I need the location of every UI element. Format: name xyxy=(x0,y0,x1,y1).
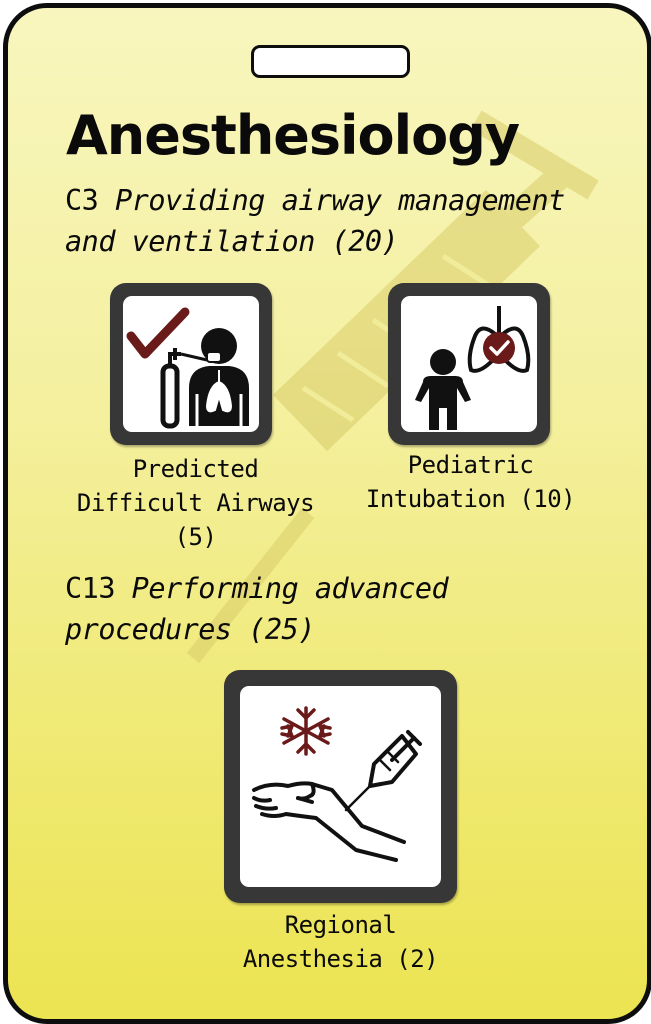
arm-injection-icon xyxy=(252,706,422,862)
badge-slot xyxy=(251,45,410,78)
page-title: Anesthesiology xyxy=(66,104,520,167)
airway-patient-oxygen-icon xyxy=(126,307,249,429)
procedure-label-pediatric-intubation: Pediatric Intubation (10) xyxy=(365,451,576,513)
section-c3-heading: C3 Providing airway management and venti… xyxy=(65,180,625,262)
section-c13-heading: C13 Performing advanced procedures (25) xyxy=(65,568,625,650)
procedure-tile-difficult-airways[interactable] xyxy=(110,283,272,445)
section-description: Performing advanced procedures (25) xyxy=(65,572,449,646)
section-description: Providing airway management and ventilat… xyxy=(65,184,565,258)
tile-inner xyxy=(401,296,537,432)
procedure-label-regional-anesthesia: Regional Anesthesia (2) xyxy=(242,911,439,973)
tile-inner xyxy=(240,686,441,887)
section-code: C3 xyxy=(65,184,99,217)
badge-card: Anesthesiology C3 Providing airway manag… xyxy=(3,3,651,1024)
section-code: C13 xyxy=(65,572,115,605)
procedure-label-difficult-airways: Predicted Difficult Airways (5) xyxy=(76,455,315,551)
procedure-tile-pediatric-intubation[interactable] xyxy=(388,283,550,445)
procedure-tile-regional-anesthesia[interactable] xyxy=(224,670,457,903)
tile-inner xyxy=(123,296,259,432)
child-lungs-icon xyxy=(415,306,531,430)
